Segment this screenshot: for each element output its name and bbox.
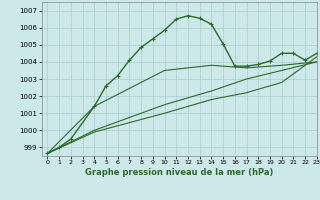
X-axis label: Graphe pression niveau de la mer (hPa): Graphe pression niveau de la mer (hPa) [85, 168, 273, 177]
